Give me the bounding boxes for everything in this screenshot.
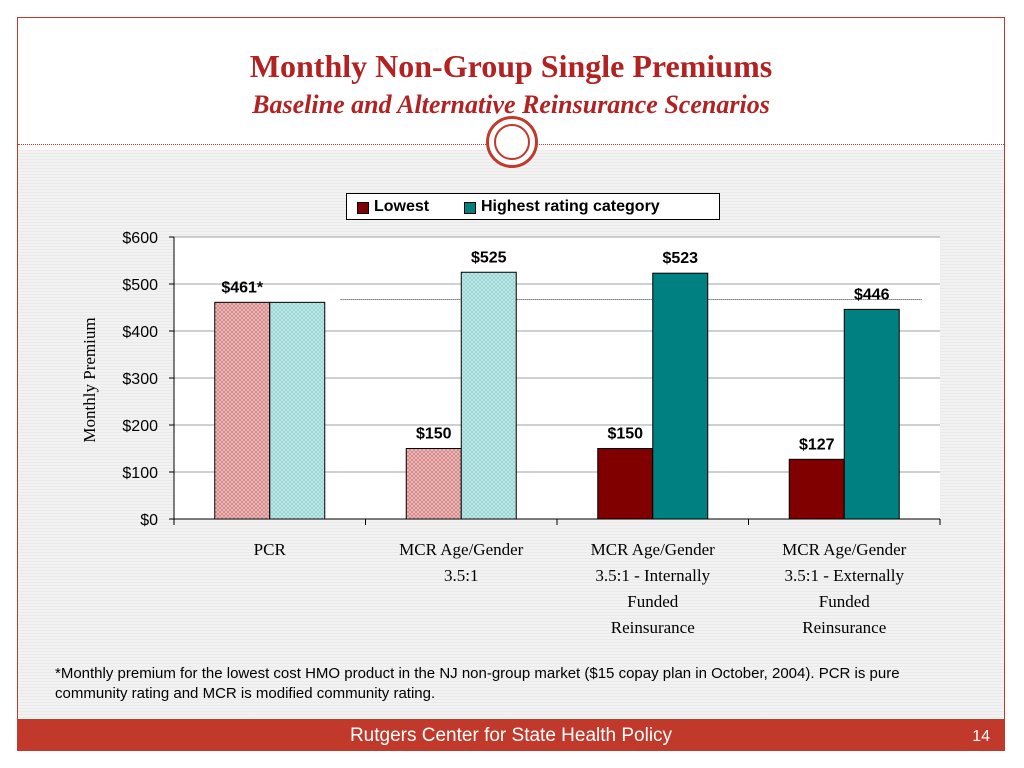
- data-label: $150: [607, 426, 643, 443]
- x-category-line: Funded: [627, 592, 679, 611]
- y-tick-label: $600: [122, 230, 158, 247]
- footnote: *Monthly premium for the lowest cost HMO…: [55, 665, 900, 702]
- y-tick-label: $400: [122, 324, 158, 341]
- y-tick-label: $100: [122, 465, 158, 482]
- x-category-label: PCR: [180, 537, 360, 563]
- data-label: $525: [471, 249, 507, 266]
- bar: [460, 271, 517, 520]
- bar: [652, 272, 709, 520]
- legend-label-lowest: Lowest: [374, 198, 430, 215]
- ring-inner-icon: [494, 124, 530, 160]
- bar: [214, 301, 271, 520]
- bar: [269, 301, 326, 520]
- legend-swatch-highest: [464, 202, 476, 214]
- legend-swatch-lowest: [357, 202, 369, 214]
- x-category-line: PCR: [253, 540, 286, 559]
- x-category-label: MCR Age/Gender 3.5:1: [371, 537, 551, 589]
- bar: [788, 458, 845, 520]
- bar: [405, 448, 462, 520]
- x-category-line: MCR Age/Gender: [399, 540, 524, 559]
- page-title: Monthly Non-Group Single Premiums: [249, 48, 773, 84]
- data-label: $150: [416, 426, 452, 443]
- x-category-line: Reinsurance: [610, 618, 695, 637]
- ring-ornament-icon: [486, 116, 538, 168]
- data-label: $523: [662, 250, 698, 267]
- y-tick-label: $200: [122, 418, 158, 435]
- y-tick-label: $0: [140, 512, 158, 529]
- x-category-label: MCR Age/Gender 3.5:1 - Externally Funded Re…: [754, 537, 934, 641]
- x-category-line: 3.5:1 - Externally: [784, 566, 904, 585]
- page-subtitle: Baseline and Alternative Reinsurance Sce…: [252, 90, 770, 119]
- data-label: $461*: [221, 279, 264, 296]
- y-tick-label: $300: [122, 371, 158, 388]
- x-category-line: Funded: [818, 592, 870, 611]
- legend-label-highest: Highest rating category: [481, 198, 660, 215]
- x-category-label: MCR Age/Gender 3.5:1 - Internally Funded Re…: [563, 537, 743, 641]
- data-label: $446: [854, 286, 890, 303]
- y-axis-label: Monthly Premium: [80, 317, 99, 443]
- chart-legend: Lowest Highest rating category: [346, 193, 720, 220]
- x-category-line: 3.5:1 - Internally: [595, 566, 711, 585]
- footer-text: Rutgers Center for State Health Policy: [349, 725, 673, 746]
- bar: [843, 308, 900, 520]
- x-category-line: MCR Age/Gender: [590, 540, 715, 559]
- footer-bar: Rutgers Center for State Health Policy 1…: [18, 719, 1004, 751]
- x-category-line: MCR Age/Gender: [782, 540, 907, 559]
- data-label: $127: [799, 436, 835, 453]
- x-category-line: 3.5:1: [444, 566, 479, 585]
- y-tick-label: $500: [122, 277, 158, 294]
- x-category-line: Reinsurance: [802, 618, 887, 637]
- bar: [597, 448, 654, 520]
- page-number: 14: [972, 728, 990, 745]
